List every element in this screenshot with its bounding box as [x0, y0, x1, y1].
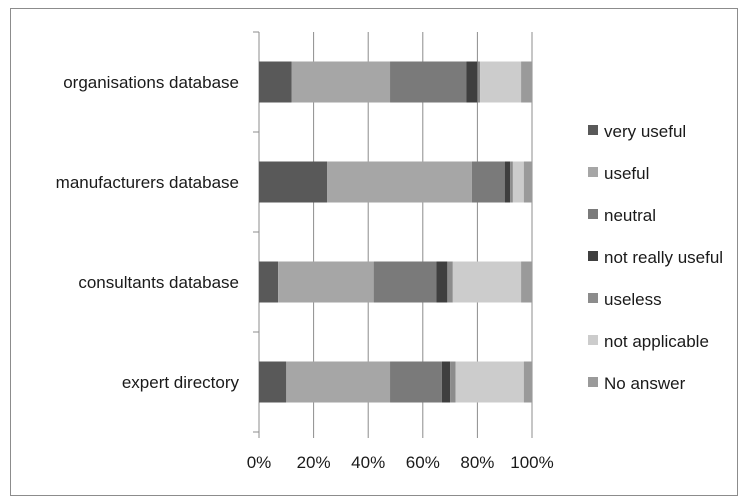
bar-segment: [373, 261, 437, 303]
bar-segment: [504, 161, 511, 203]
bar-segment: [286, 361, 391, 403]
legend-swatch: [588, 251, 598, 261]
legend-label: very useful: [604, 122, 686, 141]
bar-segment: [450, 361, 456, 403]
bar-segment: [259, 361, 287, 403]
bar-segment: [436, 261, 448, 303]
legend-swatch: [588, 125, 598, 135]
bar-segment: [278, 261, 374, 303]
bar-segment: [455, 361, 524, 403]
legend-label: useful: [604, 164, 649, 183]
x-tick-label: 40%: [351, 453, 385, 472]
bar-segment: [523, 361, 532, 403]
bar-segment: [259, 161, 328, 203]
bar-segment: [291, 61, 391, 103]
legend-swatch: [588, 377, 598, 387]
bar-segment: [466, 61, 478, 103]
bar-segment: [477, 61, 481, 103]
bar-segment: [480, 61, 522, 103]
category-label: expert directory: [122, 373, 240, 392]
bar-segment: [259, 61, 292, 103]
legend-label: neutral: [604, 206, 656, 225]
bar-segment: [512, 161, 524, 203]
bar-segment: [390, 361, 442, 403]
legend-swatch: [588, 293, 598, 303]
category-label: organisations database: [63, 73, 239, 92]
bar-segment: [259, 261, 279, 303]
legend-swatch: [588, 167, 598, 177]
bar-segment: [521, 261, 532, 303]
bar-segment: [447, 261, 453, 303]
x-tick-label: 100%: [510, 453, 553, 472]
bar-segment: [521, 61, 532, 103]
x-tick-label: 80%: [460, 453, 494, 472]
legend-label: not really useful: [604, 248, 723, 267]
x-tick-label: 60%: [406, 453, 440, 472]
category-label: manufacturers database: [56, 173, 239, 192]
bar-segment: [390, 61, 467, 103]
chart-frame: 0% 20% 40% 60% 80% 100% expert directory consul…: [10, 8, 738, 496]
legend-label: No answer: [604, 374, 686, 393]
legend-label: not applicable: [604, 332, 709, 351]
bar-segment: [471, 161, 505, 203]
legend-swatch: [588, 335, 598, 345]
bar-segment: [510, 161, 513, 203]
category-label: consultants database: [78, 273, 239, 292]
bar-segment: [327, 161, 472, 203]
bar-segment: [452, 261, 522, 303]
bar-segment: [441, 361, 451, 403]
x-tick-label: 0%: [247, 453, 272, 472]
legend-label: useless: [604, 290, 662, 309]
bar-segment: [523, 161, 532, 203]
stacked-bar-chart: 0% 20% 40% 60% 80% 100% expert directory consul…: [56, 31, 723, 472]
legend-swatch: [588, 209, 598, 219]
x-tick-label: 20%: [297, 453, 331, 472]
